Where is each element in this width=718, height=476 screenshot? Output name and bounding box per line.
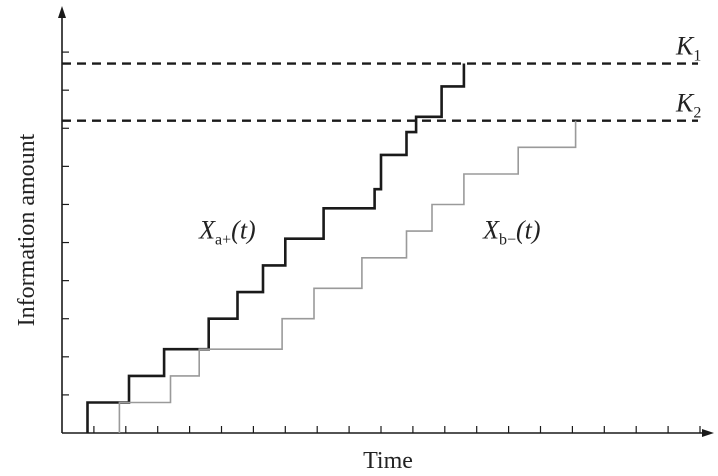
y-axis-title: Information amount	[14, 133, 40, 326]
series-line-a-plus	[86, 63, 466, 433]
x-axis-arrow-icon	[702, 429, 714, 437]
x-ticks	[93, 426, 701, 433]
series-line-b-minus	[118, 120, 577, 433]
threshold-lines: K1 K2	[62, 32, 701, 122]
y-ticks	[62, 51, 69, 396]
y-axis-arrow-icon	[58, 6, 66, 18]
threshold-label-k2: K2	[675, 89, 701, 122]
threshold-label-k1: K1	[675, 32, 701, 65]
series-label-b-minus: Xb−(t)	[482, 216, 540, 249]
series-label-a-plus: Xa+(t)	[198, 216, 256, 249]
annotations: Xa+(t) Xb−(t)	[198, 216, 540, 249]
x-axis-title: Time	[363, 448, 413, 474]
series-layer	[86, 63, 577, 433]
